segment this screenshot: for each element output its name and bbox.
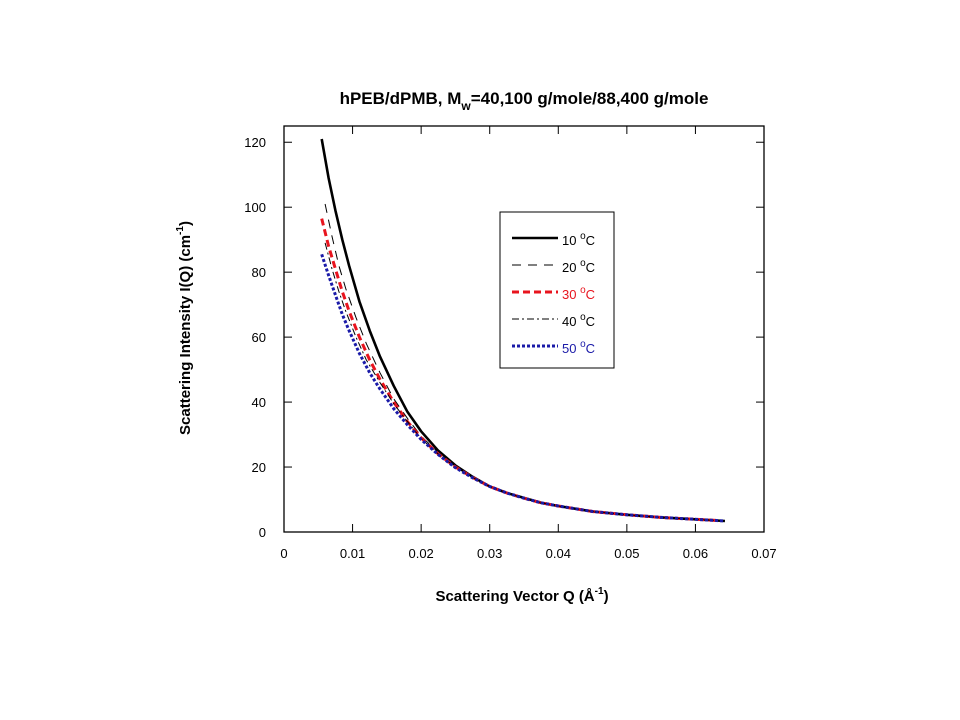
y-tick-label: 0 xyxy=(259,525,266,540)
legend: 10 oC 20 oC 30 oC 40 oC 50 oC xyxy=(499,211,615,369)
legend-label-20c: 20 oC xyxy=(562,258,595,275)
y-tick-label: 80 xyxy=(252,265,266,280)
series-line-50c xyxy=(320,253,725,523)
x-tick-label: 0.07 xyxy=(751,546,776,561)
x-tick-label: 0.02 xyxy=(408,546,433,561)
y-axis-title: Scattering Intensity I(Q) (cm-1) xyxy=(175,221,194,435)
axes xyxy=(283,125,765,533)
chart-title: hPEB/dPMB, Mw=40,100 g/mole/88,400 g/mol… xyxy=(340,89,709,113)
legend-label-30c: 30 oC xyxy=(562,285,595,302)
x-tick-label: 0.05 xyxy=(614,546,639,561)
series-line-40c xyxy=(324,242,725,522)
x-tick-label: 0.03 xyxy=(477,546,502,561)
x-axis-title: Scattering Vector Q (Å-1) xyxy=(435,586,608,605)
plot-lines xyxy=(320,138,725,523)
legend-label-40c: 40 oC xyxy=(562,312,595,329)
chart-text: 0 0.01 0.02 0.03 0.04 0.05 0.06 0.07 0 20 40 60 80 10… xyxy=(175,89,777,605)
x-tick-label: 0.06 xyxy=(683,546,708,561)
y-tick-label: 60 xyxy=(252,330,266,345)
plot-frame xyxy=(283,125,765,533)
x-tick-label: 0 xyxy=(280,546,287,561)
legend-label-10c: 10 oC xyxy=(562,231,595,248)
legend-label-50c: 50 oC xyxy=(562,339,595,356)
y-tick-label: 40 xyxy=(252,395,266,410)
y-tick-label: 120 xyxy=(244,135,266,150)
y-tick-label: 100 xyxy=(244,200,266,215)
y-tick-label: 20 xyxy=(252,460,266,475)
x-tick-label: 0.04 xyxy=(546,546,571,561)
x-tick-label: 0.01 xyxy=(340,546,365,561)
